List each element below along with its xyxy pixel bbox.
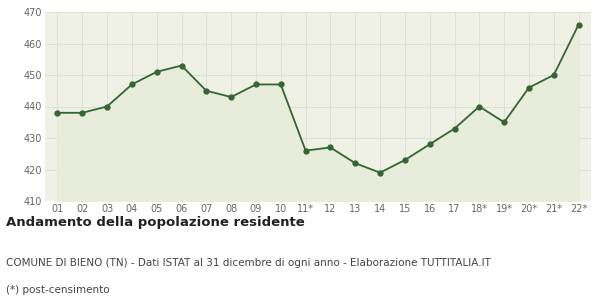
Text: (*) post-censimento: (*) post-censimento: [6, 285, 110, 295]
Text: COMUNE DI BIENO (TN) - Dati ISTAT al 31 dicembre di ogni anno - Elaborazione TUT: COMUNE DI BIENO (TN) - Dati ISTAT al 31 …: [6, 258, 491, 268]
Text: Andamento della popolazione residente: Andamento della popolazione residente: [6, 216, 305, 229]
